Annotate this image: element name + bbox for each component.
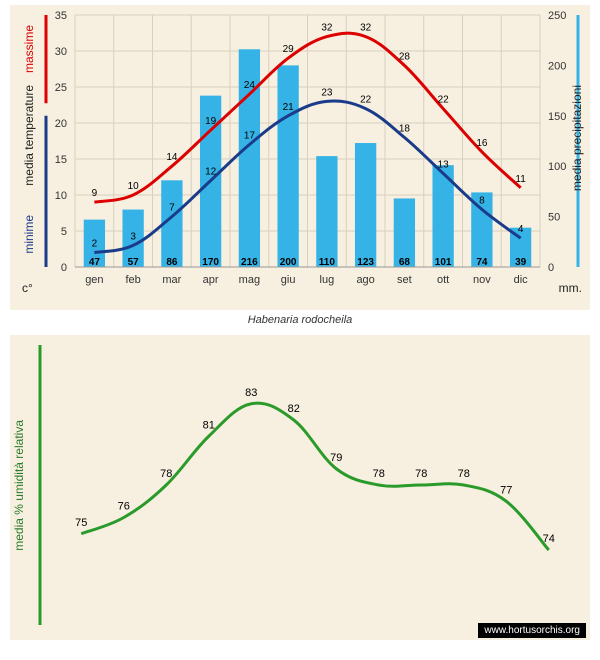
label-temp: media temperature (22, 85, 36, 186)
svg-text:giu: giu (281, 274, 296, 286)
svg-text:32: 32 (360, 23, 372, 34)
unit-mm: mm. (559, 281, 582, 295)
svg-text:68: 68 (399, 257, 411, 268)
svg-text:170: 170 (202, 257, 219, 268)
svg-text:21: 21 (283, 102, 295, 113)
unit-c: c° (22, 281, 33, 295)
container: 0510152025303505010015020025047578617021… (0, 0, 600, 660)
svg-text:57: 57 (128, 257, 140, 268)
svg-text:ott: ott (437, 274, 449, 286)
svg-text:20: 20 (55, 118, 67, 130)
svg-text:7: 7 (169, 203, 175, 214)
top-chart-svg: 0510152025303505010015020025047578617021… (10, 5, 590, 310)
svg-text:mag: mag (239, 274, 260, 286)
svg-text:10: 10 (55, 190, 67, 202)
svg-text:39: 39 (515, 257, 527, 268)
svg-text:78: 78 (373, 468, 385, 480)
svg-text:81: 81 (203, 419, 215, 431)
svg-text:0: 0 (548, 262, 554, 274)
svg-text:set: set (397, 274, 412, 286)
svg-text:50: 50 (548, 212, 560, 224)
svg-text:apr: apr (203, 274, 219, 286)
svg-text:3: 3 (130, 231, 136, 242)
svg-text:200: 200 (280, 257, 297, 268)
svg-text:101: 101 (435, 257, 452, 268)
svg-text:200: 200 (548, 60, 566, 72)
svg-text:10: 10 (128, 181, 140, 192)
svg-text:5: 5 (61, 226, 67, 238)
svg-text:77: 77 (500, 484, 512, 496)
label-massime: massime (22, 25, 36, 73)
svg-text:28: 28 (399, 51, 411, 62)
svg-text:23: 23 (321, 87, 333, 98)
label-precip: media precipitazioni (570, 85, 584, 191)
bottom-panel: 75 76 78 81 83 82 79 78 78 78 77 74 (10, 335, 590, 640)
svg-text:gen: gen (85, 274, 103, 286)
svg-text:123: 123 (357, 257, 374, 268)
svg-text:47: 47 (89, 257, 101, 268)
svg-text:86: 86 (166, 257, 178, 268)
svg-text:150: 150 (548, 111, 566, 123)
svg-text:32: 32 (321, 23, 333, 34)
svg-text:2: 2 (92, 239, 98, 250)
watermark: www.hortusorchis.org (478, 623, 586, 638)
svg-text:35: 35 (55, 10, 67, 22)
svg-text:22: 22 (360, 95, 372, 106)
svg-text:nov: nov (473, 274, 491, 286)
svg-text:ago: ago (356, 274, 374, 286)
svg-text:216: 216 (241, 257, 258, 268)
svg-text:75: 75 (75, 517, 87, 529)
svg-text:9: 9 (92, 188, 98, 199)
svg-text:100: 100 (548, 161, 566, 173)
label-minime: minime (22, 215, 36, 254)
svg-text:78: 78 (458, 468, 470, 480)
svg-text:4: 4 (518, 224, 524, 235)
svg-text:78: 78 (415, 468, 427, 480)
svg-text:feb: feb (125, 274, 140, 286)
bottom-chart-svg: 75 76 78 81 83 82 79 78 78 78 77 74 (10, 335, 590, 640)
svg-text:19: 19 (205, 116, 217, 127)
svg-text:74: 74 (543, 533, 555, 545)
svg-text:82: 82 (288, 403, 300, 415)
svg-text:0: 0 (61, 262, 67, 274)
svg-text:24: 24 (244, 80, 256, 91)
svg-text:8: 8 (479, 195, 485, 206)
svg-text:30: 30 (55, 46, 67, 58)
svg-text:12: 12 (205, 167, 217, 178)
chart-title: Habenaria rodocheila (0, 314, 600, 326)
svg-text:dic: dic (514, 274, 529, 286)
svg-text:29: 29 (283, 44, 295, 55)
svg-text:14: 14 (166, 152, 178, 163)
label-humidity: media % umidità relativa (12, 420, 26, 551)
svg-text:79: 79 (330, 452, 342, 464)
svg-text:76: 76 (118, 501, 130, 513)
svg-text:mar: mar (162, 274, 181, 286)
svg-text:18: 18 (399, 123, 411, 134)
svg-text:78: 78 (160, 468, 172, 480)
svg-text:11: 11 (515, 174, 526, 185)
top-panel: 0510152025303505010015020025047578617021… (10, 5, 590, 310)
svg-text:15: 15 (55, 154, 67, 166)
svg-text:22: 22 (438, 95, 450, 106)
svg-text:83: 83 (245, 387, 257, 399)
svg-text:lug: lug (320, 274, 335, 286)
svg-text:250: 250 (548, 10, 566, 22)
svg-text:74: 74 (476, 257, 488, 268)
svg-text:110: 110 (319, 257, 336, 268)
svg-text:25: 25 (55, 82, 67, 94)
svg-text:17: 17 (244, 131, 256, 142)
svg-text:13: 13 (438, 159, 450, 170)
svg-text:16: 16 (476, 138, 488, 149)
